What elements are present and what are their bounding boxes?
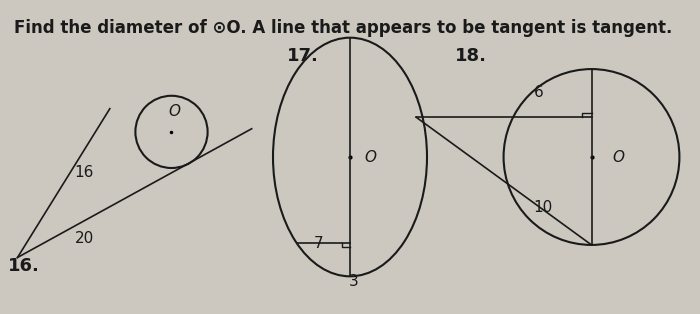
Text: 10: 10 [533, 200, 552, 215]
Text: 16: 16 [74, 165, 94, 180]
Text: 18.: 18. [455, 47, 487, 65]
Text: 17.: 17. [287, 47, 319, 65]
Text: 7: 7 [314, 236, 323, 251]
Text: Find the diameter of ⊙O. A line that appears to be tangent is tangent.: Find the diameter of ⊙O. A line that app… [14, 19, 673, 37]
Text: O: O [364, 149, 376, 165]
Text: 20: 20 [74, 231, 94, 246]
Text: 16.: 16. [8, 257, 41, 275]
Text: O: O [612, 149, 624, 165]
Text: O: O [169, 104, 181, 119]
Text: 3: 3 [349, 273, 358, 289]
Text: 6: 6 [534, 85, 544, 100]
